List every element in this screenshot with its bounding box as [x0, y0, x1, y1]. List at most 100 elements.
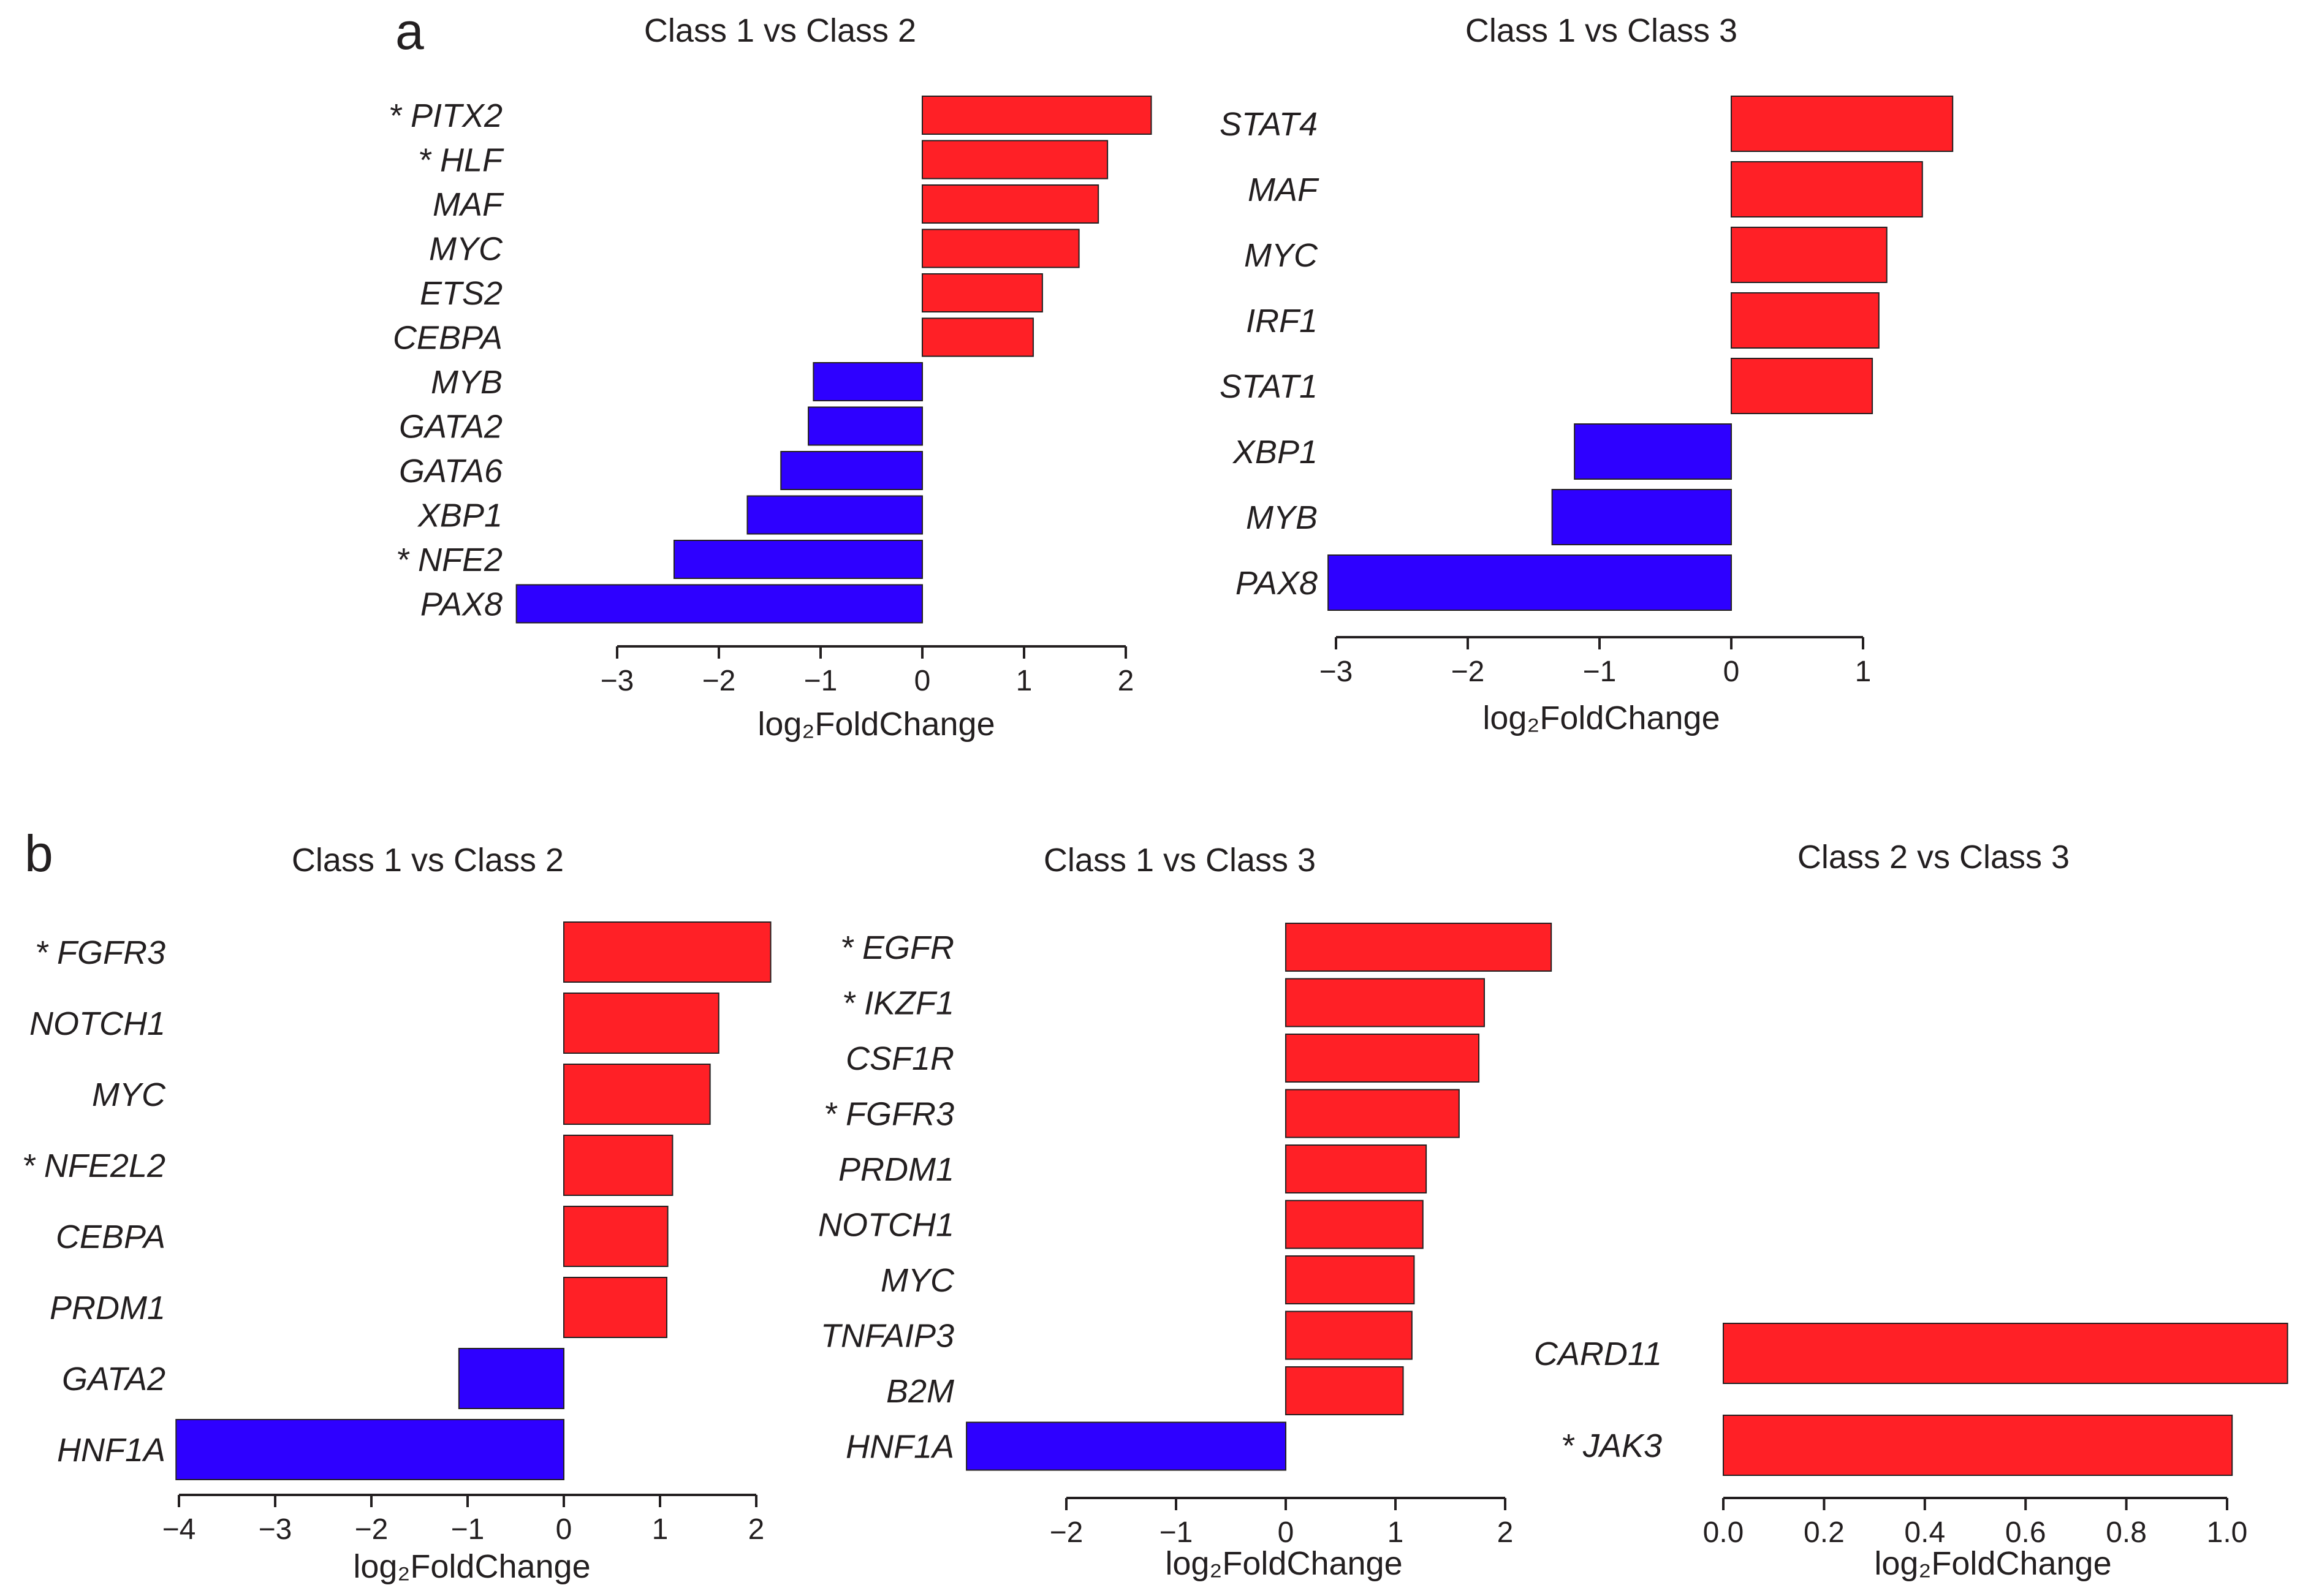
bar-notch1	[563, 993, 719, 1054]
gene-label-nfe2: * NFE2	[396, 542, 503, 578]
gene-label-csf1r: CSF1R	[846, 1040, 954, 1077]
gene-label-xbp1: XBP1	[1232, 434, 1318, 471]
bar-ets2	[922, 273, 1043, 312]
gene-label-notch1: NOTCH1	[818, 1207, 954, 1244]
x-tick-label: 0.6	[2005, 1516, 2046, 1549]
x-tick-label: −3	[259, 1513, 292, 1546]
bar-stat1	[1731, 358, 1873, 414]
bar-tnfaip3	[1285, 1310, 1413, 1360]
bar-nfe2l2	[563, 1135, 674, 1196]
bar-myc	[563, 1064, 711, 1125]
gene-label-cebpa: CEBPA	[56, 1219, 165, 1255]
x-tick-label: 0	[1723, 656, 1740, 688]
gene-label-hnf1a: HNF1A	[57, 1432, 165, 1469]
gene-label-pitx2: * PITX2	[389, 97, 503, 134]
bar-cebpa	[922, 317, 1034, 357]
x-tick-label: 1.0	[2207, 1516, 2248, 1549]
gene-label-pax8: PAX8	[420, 586, 503, 623]
x-axis-label: log₂FoldChange	[757, 706, 995, 743]
gene-label-hnf1a: HNF1A	[846, 1429, 954, 1466]
x-tick-label: −1	[804, 665, 838, 697]
bar-notch1	[1285, 1200, 1424, 1249]
x-tick-label: 1	[1016, 665, 1033, 697]
gene-label-ikzf1: * IKZF1	[842, 985, 954, 1022]
bar-xbp1	[1574, 423, 1732, 480]
bar-pax8	[515, 584, 923, 624]
x-tick-label: 0	[1278, 1516, 1294, 1549]
gene-label-myc: MYC	[881, 1262, 955, 1299]
chart-title: Class 1 vs Class 3	[1044, 842, 1316, 879]
gene-label-hlf: * HLF	[418, 142, 504, 179]
bar-gata2	[808, 406, 923, 446]
x-axis-label: log₂FoldChange	[353, 1548, 590, 1585]
gene-label-stat1: STAT1	[1220, 368, 1318, 405]
gene-label-myc: MYC	[1244, 237, 1318, 274]
panel-letter-b: b	[25, 825, 53, 882]
bar-maf	[922, 184, 1099, 224]
gene-label-ets2: ETS2	[420, 275, 503, 312]
gene-label-gata6: GATA6	[399, 453, 503, 490]
x-tick-label: 0.0	[1703, 1516, 1744, 1549]
chart-a-class1-vs-class3: Class 1 vs Class 3 log₂FoldChange STAT4 M…	[1220, 12, 1954, 736]
gene-label-b2m: B2M	[886, 1373, 954, 1410]
x-tick-label: 2	[748, 1513, 765, 1546]
chart-b-class1-vs-class3: Class 1 vs Class 3 log₂FoldChange * EGFR…	[818, 842, 1552, 1582]
gene-label-gata2: GATA2	[62, 1361, 165, 1397]
bar-hlf	[922, 140, 1109, 180]
bar-b2m	[1285, 1366, 1404, 1415]
gene-label-prdm1: PRDM1	[838, 1151, 954, 1188]
bar-myc	[922, 229, 1080, 268]
bar-prdm1	[563, 1277, 667, 1338]
chart-b-class1-vs-class2: Class 1 vs Class 2 log₂FoldChange * FGFR…	[22, 842, 772, 1585]
gene-label-myb: MYB	[1246, 499, 1318, 536]
bar-fgfr3	[563, 921, 772, 983]
x-tick-label: −4	[162, 1513, 196, 1546]
x-tick-label: 2	[1497, 1516, 1514, 1549]
bar-hnf1a	[966, 1421, 1286, 1471]
x-tick-label: 0.4	[1904, 1516, 1945, 1549]
gene-label-notch1: NOTCH1	[29, 1005, 165, 1042]
gene-label-tnfaip3: TNFAIP3	[821, 1318, 954, 1355]
x-tick-label: −2	[1050, 1516, 1084, 1549]
bar-stat4	[1731, 96, 1954, 152]
x-axis-label: log₂FoldChange	[1874, 1545, 2111, 1582]
gene-label-myc: MYC	[429, 231, 503, 268]
gene-label-jak3: * JAK3	[1561, 1428, 1662, 1464]
x-tick-label: 1	[652, 1513, 669, 1546]
gene-label-irf1: IRF1	[1246, 303, 1318, 339]
gene-label-fgfr3: * FGFR3	[35, 934, 165, 971]
gene-label-prdm1: PRDM1	[50, 1290, 165, 1326]
panel-letter-a: a	[395, 2, 424, 60]
bar-myb	[813, 362, 923, 401]
gene-label-myb: MYB	[431, 364, 503, 401]
chart-title: Class 2 vs Class 3	[1797, 839, 2070, 876]
bar-pax8	[1327, 554, 1733, 611]
x-tick-label: −1	[451, 1513, 485, 1546]
gene-label-myc: MYC	[92, 1076, 166, 1113]
x-tick-label: −1	[1159, 1516, 1193, 1549]
chart-title: Class 1 vs Class 2	[292, 842, 564, 879]
gene-label-maf: MAF	[433, 186, 504, 223]
gene-label-cebpa: CEBPA	[393, 320, 503, 357]
gene-label-gata2: GATA2	[399, 409, 503, 445]
bar-prdm1	[1285, 1144, 1427, 1193]
bar-pitx2	[922, 96, 1152, 135]
chart-title: Class 1 vs Class 3	[1465, 12, 1737, 49]
bar-maf	[1731, 161, 1923, 217]
bar-gata2	[458, 1348, 564, 1409]
gene-label-egfr: * EGFR	[840, 929, 954, 966]
x-tick-label: 0.8	[2106, 1516, 2147, 1549]
x-tick-label: −2	[1451, 656, 1485, 688]
x-tick-label: 0	[914, 665, 931, 697]
x-tick-label: −3	[601, 665, 634, 697]
gene-label-fgfr3: * FGFR3	[824, 1096, 954, 1133]
gene-label-stat4: STAT4	[1220, 106, 1318, 143]
x-tick-label: 2	[1118, 665, 1134, 697]
bar-hnf1a	[175, 1419, 565, 1480]
x-tick-label: 1	[1855, 656, 1872, 688]
chart-title: Class 1 vs Class 2	[644, 12, 916, 49]
chart-b-class2-vs-class3: Class 2 vs Class 3 log₂FoldChange CARD11…	[1534, 839, 2288, 1582]
x-tick-label: −3	[1319, 656, 1353, 688]
bar-jak3	[1723, 1415, 2233, 1476]
bar-cebpa	[563, 1206, 669, 1267]
